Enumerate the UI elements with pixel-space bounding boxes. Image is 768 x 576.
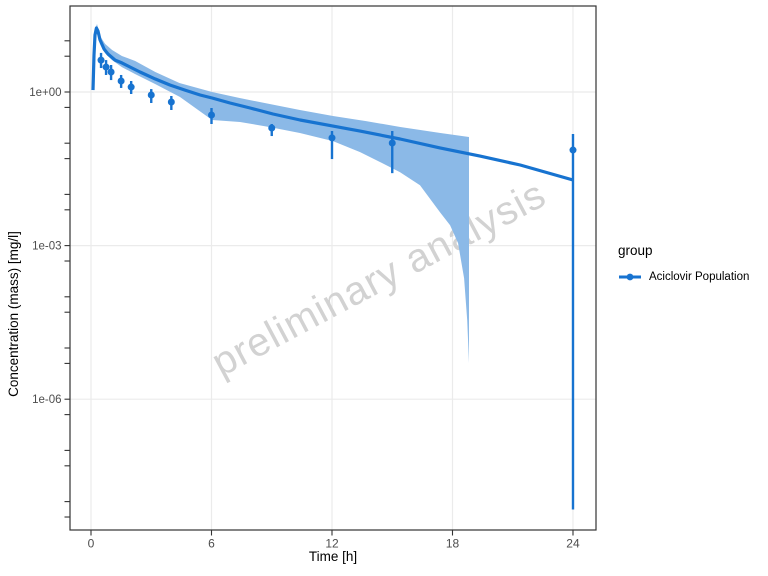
data-point	[569, 146, 577, 154]
y-axis-title: Concentration (mass) [mg/l]	[6, 231, 21, 397]
simulated-mean-line	[91, 26, 574, 182]
legend: group Aciclovir Population	[618, 243, 768, 283]
x-tick-label: 12	[325, 537, 339, 551]
gridlines	[70, 6, 596, 530]
x-tick-label: 6	[208, 537, 215, 551]
data-point	[97, 56, 105, 64]
x-tick-label: 18	[446, 537, 460, 551]
data-point	[127, 83, 135, 91]
panel-border	[69, 5, 597, 531]
x-axis-title: Time [h]	[309, 549, 357, 564]
legend-key-line-dot-icon	[619, 273, 641, 281]
data-point	[167, 98, 175, 106]
x-tick-label: 24	[566, 537, 580, 551]
y-tick-label: 1e+00	[29, 87, 61, 99]
axis-tick-labels: 0 6 12 18 24 1e+00 1e-03 1e-06	[29, 87, 580, 551]
simulated-line	[91, 26, 574, 182]
data-point	[107, 68, 115, 76]
data-point	[388, 139, 396, 147]
axis-ticks	[64, 40, 574, 536]
x-tick-label: 0	[88, 537, 95, 551]
legend-title: group	[618, 243, 653, 258]
data-point	[102, 63, 110, 71]
legend-item-label: Aciclovir Population	[649, 271, 750, 283]
y-tick-label: 1e-03	[32, 241, 61, 253]
data-point	[207, 111, 215, 119]
y-tick-label: 1e-06	[32, 394, 61, 406]
legend-item-aciclovir-population: Aciclovir Population	[618, 271, 768, 283]
watermark: preliminary analysis	[205, 172, 553, 385]
observed-points	[97, 52, 577, 510]
data-point	[268, 124, 276, 132]
data-point	[147, 91, 155, 99]
data-point	[328, 134, 336, 142]
data-point	[117, 77, 125, 85]
